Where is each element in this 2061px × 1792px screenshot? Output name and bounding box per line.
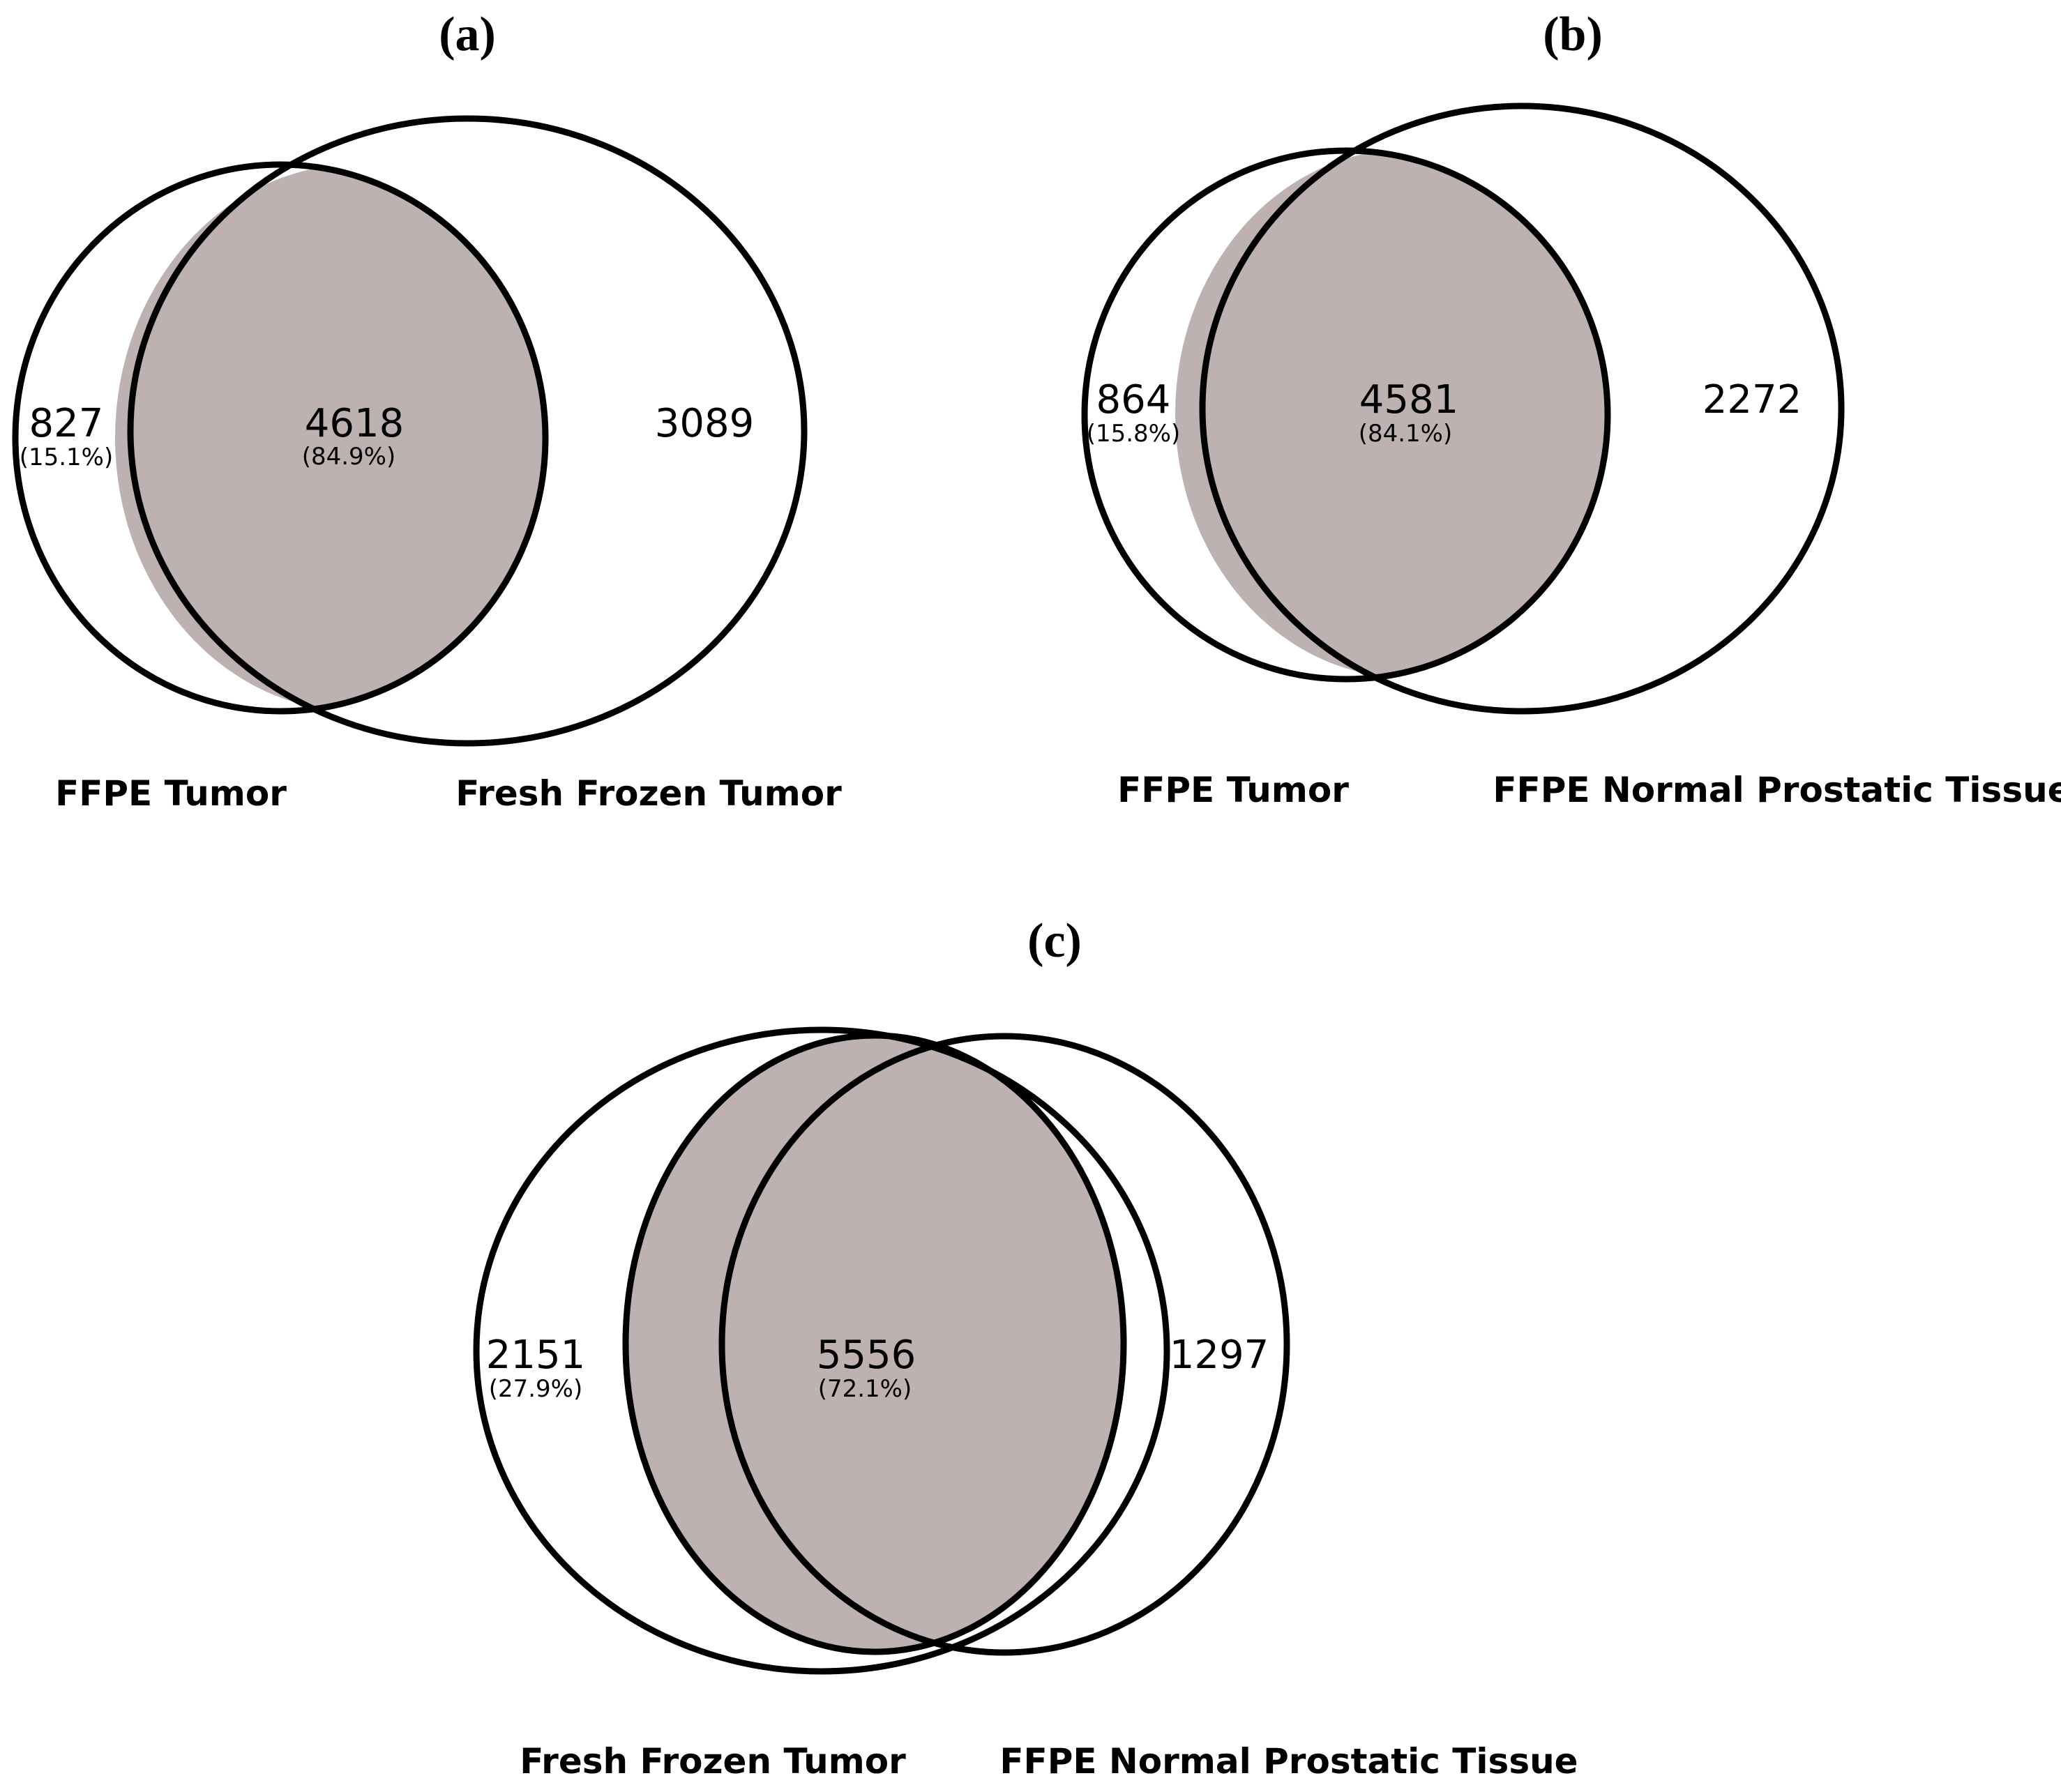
- left-set-circle-c: [473, 1026, 1170, 1675]
- left-only-count-b: 864: [1096, 377, 1171, 423]
- right-set-label-a: Fresh Frozen Tumor: [455, 773, 842, 814]
- overlap-count-b: 4581: [1359, 377, 1459, 423]
- right-set-circle-a: [127, 115, 808, 747]
- right-only-count-a: 3089: [655, 401, 755, 446]
- panel-label-c: (c): [1027, 914, 1082, 968]
- right-set-label-b: FFPE Normal Prostatic Tissue: [1493, 770, 2061, 810]
- left-set-label-c: Fresh Frozen Tumor: [520, 1741, 906, 1782]
- right-set-circle-b: [1199, 102, 1845, 715]
- left-only-pct-b: (15.8%): [1087, 420, 1181, 448]
- right-only-count-b: 2272: [1703, 377, 1802, 423]
- venn-panel-a: (a) 827 (15.1%) 4618 (84.9%) 3089 FFPE T…: [12, 8, 842, 814]
- left-set-circle-a: [12, 161, 549, 715]
- middle-set-circle-c: [622, 1032, 1127, 1655]
- overlap-count-c: 5556: [817, 1332, 916, 1378]
- overlap-count-a: 4618: [305, 401, 405, 446]
- right-only-count-c: 1297: [1170, 1332, 1269, 1378]
- panel-label-a: (a): [439, 8, 496, 61]
- panel-label-b: (b): [1543, 8, 1603, 61]
- overlap-pct-a: (84.9%): [302, 443, 396, 471]
- right-set-circle-c: [718, 1033, 1290, 1656]
- left-set-label-b: FFPE Tumor: [1117, 770, 1349, 810]
- venn-panel-c: (c) 2151 (27.9%) 5556 (72.1%) 1297 Fresh…: [473, 914, 1578, 1782]
- overlap-region-b: [1175, 151, 1608, 678]
- overlap-pct-c: (72.1%): [818, 1375, 912, 1403]
- left-only-pct-c: (27.9%): [489, 1375, 583, 1403]
- venn-panel-b: (b) 864 (15.8%) 4581 (84.1%) 2272 FFPE T…: [1081, 8, 2061, 810]
- overlap-region-a: [115, 165, 545, 711]
- left-set-circle-b: [1081, 147, 1611, 683]
- right-set-label-c: FFPE Normal Prostatic Tissue: [999, 1741, 1578, 1782]
- left-set-label-a: FFPE Tumor: [55, 773, 287, 814]
- left-only-pct-a: (15.1%): [20, 443, 114, 471]
- left-only-count-c: 2151: [486, 1332, 586, 1378]
- overlap-pct-b: (84.1%): [1359, 420, 1453, 448]
- left-only-count-a: 827: [29, 401, 104, 446]
